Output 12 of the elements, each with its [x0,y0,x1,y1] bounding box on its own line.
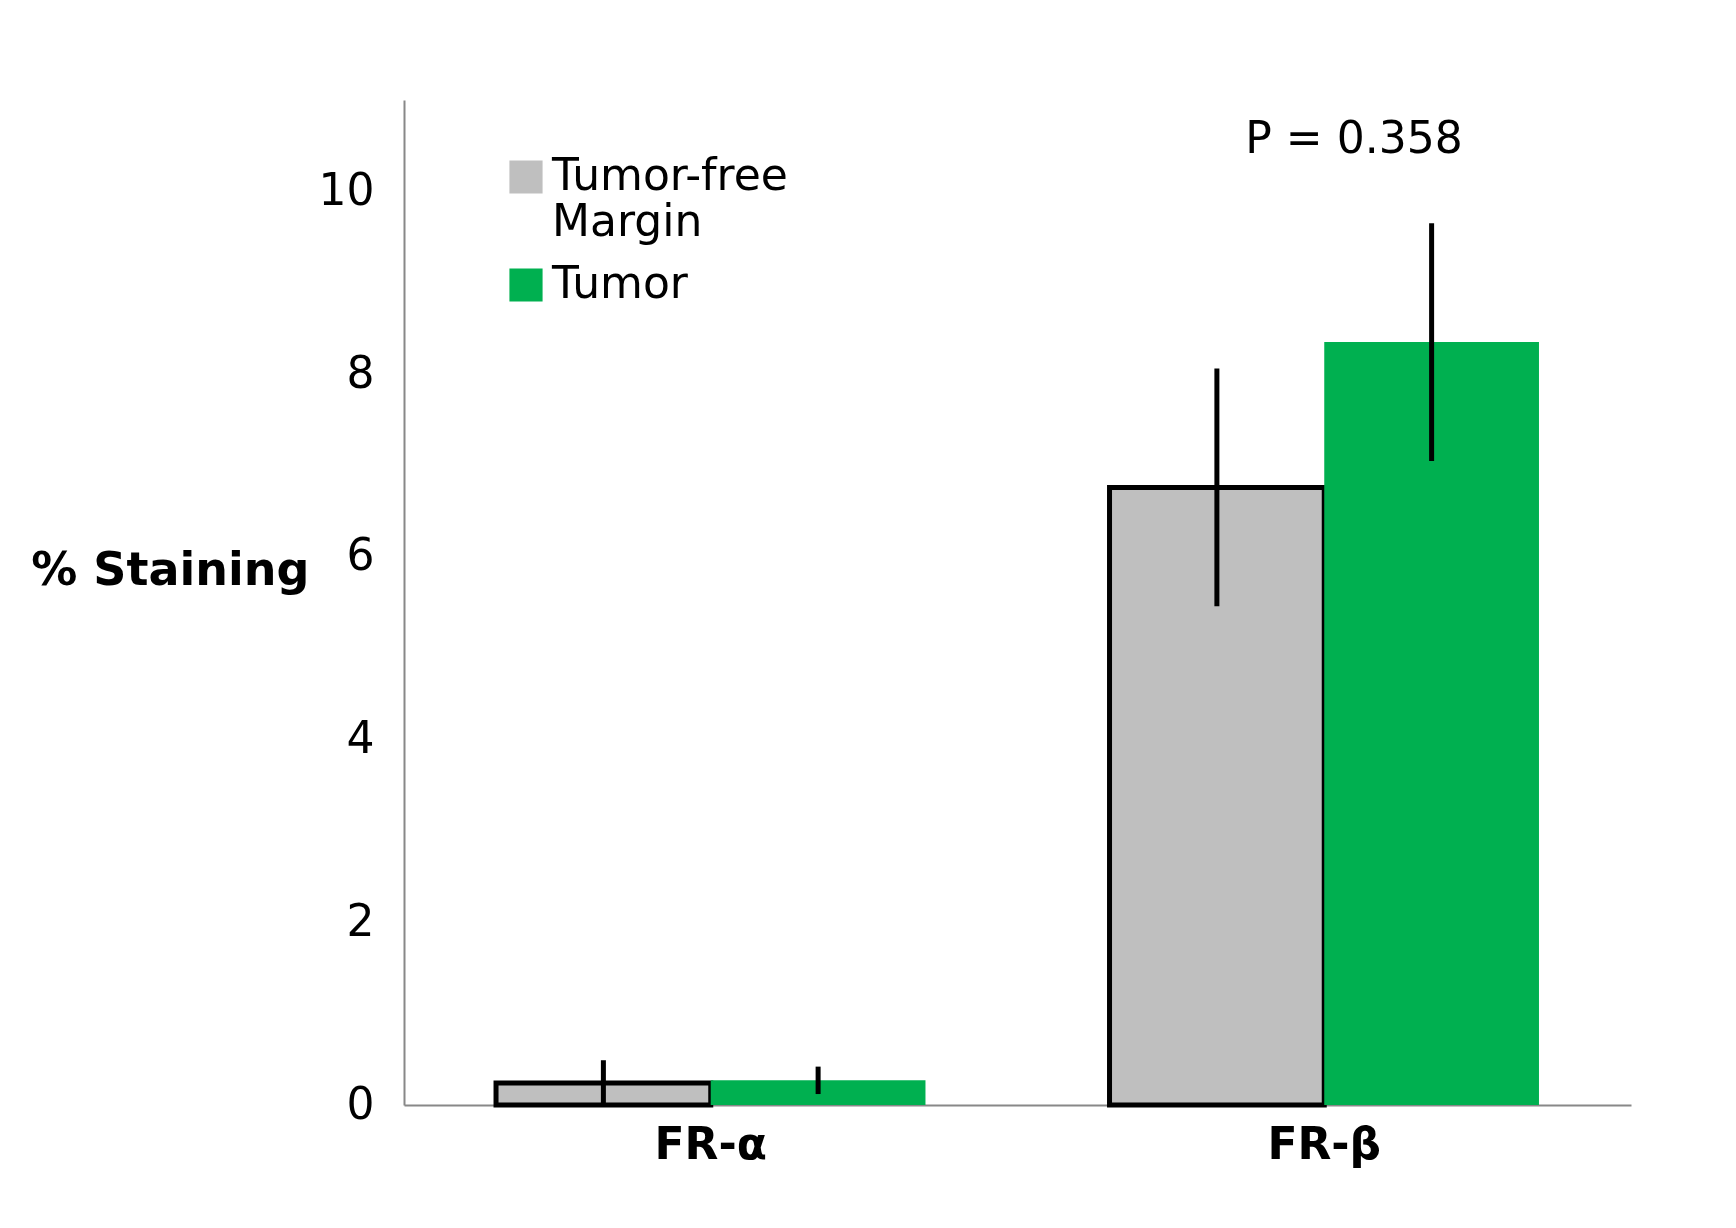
y-tick-label: 8 [346,346,375,398]
legend-label: Tumor-free Margin [551,149,788,246]
y-tick-label: 4 [346,712,375,764]
x-tick-label: FR-β [1267,1117,1382,1169]
y-tick-label: 0 [346,1077,375,1129]
y-tick-label: 6 [346,529,375,581]
y-tick-label: 10 [318,163,375,215]
x-tick-label: FR-α [654,1117,767,1169]
annotation: P = 0.358 [1245,112,1463,163]
y-tick-label: 2 [346,894,375,946]
legend-label: Tumor [551,257,689,308]
y-axis-title: % Staining [31,541,310,596]
